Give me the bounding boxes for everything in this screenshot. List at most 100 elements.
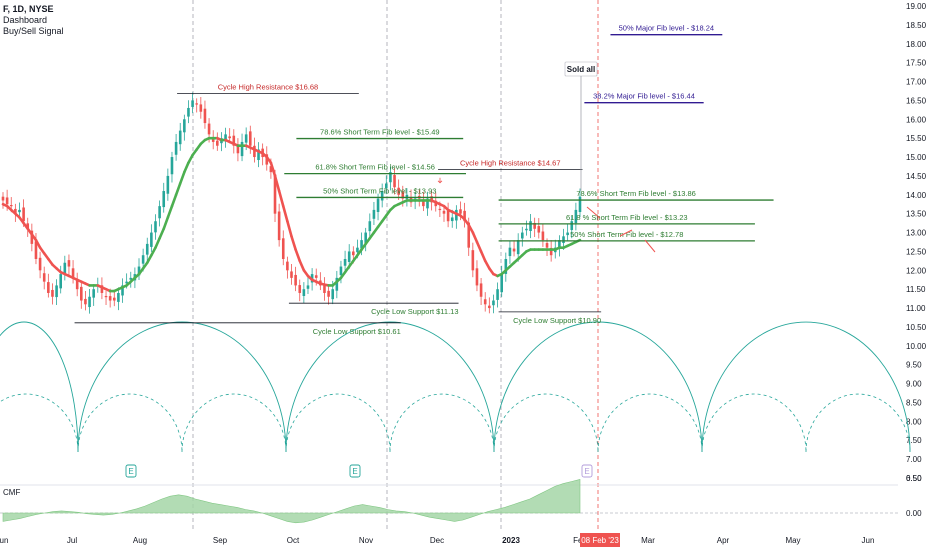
ma-segment — [178, 170, 186, 185]
price-tick-label: 16.50 — [906, 96, 927, 105]
candle-body — [67, 260, 71, 267]
ma-segment — [298, 259, 306, 272]
candle-body — [9, 205, 13, 207]
date-marker-bg — [580, 533, 620, 547]
candle-body — [570, 221, 574, 230]
cycle-arc-dashed — [285, 393, 391, 453]
candle-body — [397, 187, 400, 195]
price-tick-label: 12.00 — [906, 266, 927, 275]
candle-body — [343, 258, 347, 266]
candle-body — [455, 209, 458, 221]
x-tick-label: Dec — [430, 536, 444, 545]
ma-segment — [281, 204, 289, 223]
candle-body — [442, 210, 446, 214]
price-tick-label: 10.00 — [906, 342, 927, 351]
candle-body — [158, 206, 161, 219]
candle-body — [92, 289, 95, 298]
indicator-dashboard-label[interactable]: Dashboard — [3, 15, 48, 25]
x-tick-label: Aug — [133, 536, 147, 545]
candle-body — [162, 191, 166, 208]
candle-body — [286, 261, 289, 271]
price-tick-label: 7.00 — [906, 455, 922, 464]
candle-body — [170, 157, 174, 175]
ma-segment — [471, 231, 479, 244]
candle-body — [504, 258, 508, 274]
ma-segment — [166, 204, 174, 219]
candle-body — [314, 275, 318, 278]
candle-body — [55, 285, 58, 298]
cycle-arc — [0, 321, 79, 453]
candle-body — [438, 208, 442, 211]
candle-body — [558, 240, 561, 249]
candle-body — [84, 298, 87, 305]
sold-all-label: Sold all — [567, 65, 595, 74]
candle-body — [232, 135, 236, 146]
candle-body — [479, 283, 483, 297]
ma-segment — [273, 174, 281, 193]
projection-arrow-icon — [586, 206, 601, 219]
candle-body — [137, 266, 141, 276]
price-tick-label: 10.50 — [906, 323, 927, 332]
level-label: 50% Major Fib level - $18.24 — [619, 24, 714, 33]
candle-body — [347, 251, 351, 262]
candle-body — [471, 250, 475, 271]
candle-body — [145, 243, 149, 255]
candle-body — [294, 274, 297, 286]
price-tick-label: 17.50 — [906, 59, 927, 68]
candle-body — [459, 209, 462, 214]
ma-segment — [145, 253, 153, 265]
ma-segment — [150, 246, 157, 257]
price-tick-label: 15.00 — [906, 153, 927, 162]
candle-body — [463, 210, 466, 222]
candle-body — [525, 228, 528, 231]
candle-body — [277, 211, 281, 241]
earnings-marker-icon — [125, 464, 137, 478]
candle-body — [306, 285, 310, 289]
date-marker-label: 08 Feb '23 — [581, 536, 619, 545]
cycle-arc-dashed — [805, 393, 911, 453]
cycle-arc — [493, 321, 703, 453]
candle-body — [492, 300, 495, 306]
candle-body — [236, 144, 240, 154]
level-label: Cycle Low Support $10.90 — [513, 316, 601, 325]
cycle-arc-dashed — [597, 393, 703, 453]
candle-body — [187, 107, 190, 117]
candle-body — [364, 232, 367, 243]
candle-body — [335, 277, 339, 291]
candle-body — [248, 131, 252, 146]
candle-body — [240, 141, 244, 157]
candle-body — [327, 290, 330, 297]
candle-body — [30, 230, 34, 244]
price-tick-label: 7.50 — [906, 436, 922, 445]
candle-body — [253, 145, 256, 158]
candle-body — [125, 281, 128, 284]
ma-segment — [475, 240, 483, 253]
cycle-arc-dashed — [493, 393, 599, 453]
candle-body — [129, 277, 133, 280]
candle-body — [22, 207, 25, 222]
candle-body — [422, 200, 425, 207]
candle-body — [500, 274, 503, 293]
candle-body — [446, 210, 450, 222]
cycle-arc — [77, 321, 287, 453]
candle-body — [380, 191, 384, 201]
ma-segment — [479, 250, 487, 263]
price-tick-label: 15.50 — [906, 134, 927, 143]
price-tick-label: 8.50 — [906, 398, 922, 407]
level-label: 78.6% Short Term Fib level - $13.86 — [576, 189, 696, 198]
ma-segment — [174, 182, 182, 197]
symbol-title: F, 1D, NYSE — [3, 4, 54, 14]
indicator-buy-sell-label[interactable]: Buy/Sell Signal — [3, 26, 64, 36]
candle-body — [537, 226, 541, 233]
price-tick-label: 6.50 — [906, 474, 922, 483]
candle-body — [488, 305, 491, 309]
earnings-marker-label: E — [352, 467, 357, 476]
cmf-title: CMF — [3, 488, 20, 497]
candle-body — [389, 172, 392, 183]
candle-body — [298, 285, 302, 293]
candle-body — [302, 289, 306, 296]
candle-body — [269, 166, 273, 173]
candle-body — [14, 208, 17, 214]
cycle-arc-dashed — [0, 393, 79, 453]
